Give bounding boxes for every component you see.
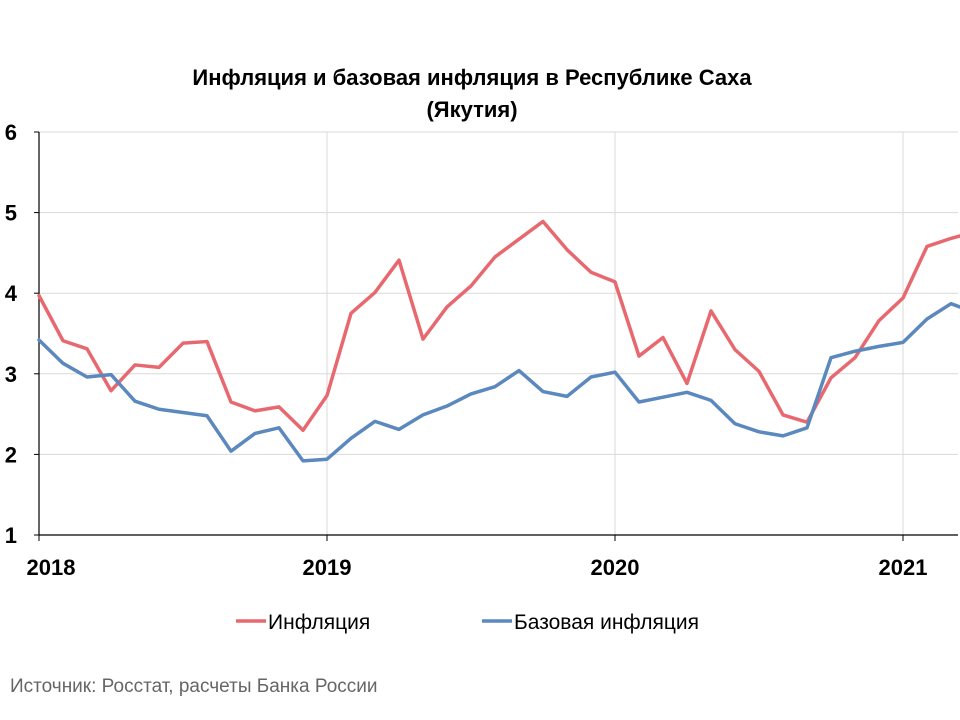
series-line-2 [37, 301, 960, 463]
axes: 1 2 3 4 5 6 2018 2019 2020 2021 [5, 120, 958, 580]
y-tick-label: 1 [5, 523, 17, 548]
grid [39, 131, 958, 535]
x-tick-label: 2021 [879, 555, 928, 580]
legend-label-2: Базовая инфляция [514, 611, 699, 634]
series-lines [37, 219, 960, 463]
x-tick-label: 2020 [591, 555, 640, 580]
x-tick-label: 2019 [303, 555, 352, 580]
chart-title-line2: (Якутия) [426, 97, 517, 122]
chart-title-line1: Инфляция и базовая инфляция в Республике… [192, 65, 752, 90]
source-note: Источник: Росстат, расчеты Банка России [10, 676, 378, 697]
y-tick-label: 3 [5, 362, 17, 387]
legend: Инфляция Базовая инфляция [236, 611, 699, 634]
series-line-1 [37, 219, 960, 432]
y-tick-label: 5 [5, 201, 17, 226]
y-tick-label: 4 [5, 281, 18, 306]
x-tick-label: 2018 [27, 555, 76, 580]
legend-label-1: Инфляция [268, 611, 370, 634]
y-tick-label: 6 [5, 120, 17, 145]
y-tick-label: 2 [5, 442, 17, 467]
